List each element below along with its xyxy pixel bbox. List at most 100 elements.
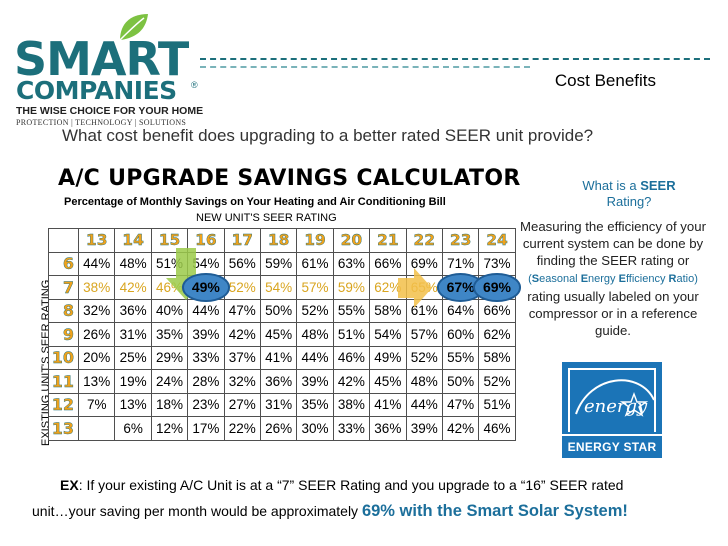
savings-cell: 64%	[441, 298, 480, 323]
savings-cell: 44%	[296, 345, 334, 370]
savings-cell: 58%	[369, 298, 407, 323]
column-header-seer: 14	[114, 228, 152, 253]
table-row: 10 20% 25% 29% 33% 37% 41% 44% 46% 49% 52% 55% 58%	[48, 345, 516, 370]
savings-cell: 58%	[478, 345, 516, 370]
savings-cell: 49%	[369, 345, 407, 370]
example-text: EX: If your existing A/C Unit is at a “7…	[32, 472, 712, 524]
column-header-seer: 13	[77, 228, 116, 253]
savings-cell: 59%	[259, 251, 298, 276]
energy-script: energy	[584, 396, 648, 417]
highlighted-savings: 49%	[182, 273, 230, 302]
savings-cell: 23%	[187, 392, 225, 417]
savings-table: 13 14 15 16 17 18 19 20 21 22 23 24 6 44% 48% 51% 54% 56%…	[48, 228, 521, 441]
savings-cell: 32%	[77, 298, 116, 323]
savings-cell: 60%	[441, 322, 480, 347]
table-row: 9 26% 31% 35% 39% 42% 45% 48% 51% 54% 57% 60% 62%	[48, 322, 516, 347]
header-divider	[200, 58, 710, 60]
savings-cell: 39%	[296, 369, 334, 394]
savings-cell: 36%	[259, 369, 298, 394]
savings-cell: 45%	[369, 369, 407, 394]
savings-cell: 46%	[478, 416, 516, 441]
column-header-seer: 19	[296, 228, 334, 253]
column-header-seer: 24	[478, 228, 516, 253]
savings-cell: 26%	[259, 416, 298, 441]
savings-cell: 33%	[332, 416, 371, 441]
table-row: 13 6% 12% 17% 22% 26% 30% 33% 36% 39% 42% 46%	[48, 416, 516, 441]
savings-cell: 44%	[405, 392, 443, 417]
savings-cell: 19%	[114, 369, 152, 394]
savings-cell: 52%	[478, 369, 516, 394]
savings-cell: 51%	[332, 322, 371, 347]
seer-question-seer: SEER	[640, 178, 676, 193]
seer-explanation-text-2: rating usually labeled on your compresso…	[527, 289, 699, 338]
savings-cell: 41%	[369, 392, 407, 417]
table-row: 12 7% 13% 18% 23% 27% 31% 35% 38% 41% 44% 47% 51%	[48, 392, 516, 417]
energy-star-logo: energy ENERGY STAR	[562, 362, 662, 458]
savings-cell: 33%	[187, 345, 225, 370]
logo-brand-bottom: COMPANIES	[16, 76, 177, 105]
savings-cell: 25%	[114, 345, 152, 370]
column-header-seer: 23	[441, 228, 480, 253]
savings-cell: 35%	[296, 392, 334, 417]
savings-cell	[77, 416, 116, 441]
savings-cell: 47%	[223, 298, 261, 323]
savings-cell: 38%	[332, 392, 371, 417]
savings-cell: 61%	[405, 298, 443, 323]
savings-cell: 51%	[478, 392, 516, 417]
column-header-seer: 21	[369, 228, 407, 253]
savings-cell: 69%	[473, 273, 521, 302]
leaf-icon	[119, 14, 148, 41]
savings-cell: 12%	[150, 416, 189, 441]
row-header-seer: 11	[48, 369, 79, 394]
energy-star-icon: energy	[575, 379, 655, 417]
smart-companies-logo: SMART COMPANIES ® THE WISE CHOICE FOR YO…	[8, 12, 208, 127]
savings-cell: 28%	[187, 369, 225, 394]
savings-cell: 27%	[223, 392, 261, 417]
savings-cell: 41%	[259, 345, 298, 370]
seer-explanation: Measuring the efficiency of your current…	[516, 218, 710, 339]
row-header-seer: 8	[48, 298, 79, 323]
table-header-row: 13 14 15 16 17 18 19 20 21 22 23 24	[48, 228, 516, 253]
savings-cell: 61%	[296, 251, 334, 276]
calculator-subtitle: Percentage of Monthly Savings on Your He…	[64, 196, 446, 208]
row-header-seer: 9	[48, 322, 79, 347]
logo-brand-top: SMART	[14, 32, 189, 86]
example-line-2: unit…your saving per month would be appr…	[32, 503, 362, 519]
savings-cell: 17%	[187, 416, 225, 441]
savings-cell: 32%	[223, 369, 261, 394]
table-corner	[48, 228, 79, 253]
seer-question-suffix: Rating?	[606, 194, 652, 209]
example-line-1: : If your existing A/C Unit is at a “7” …	[78, 477, 624, 493]
new-unit-axis-label: NEW UNIT'S SEER RATING	[196, 212, 337, 224]
savings-cell: 63%	[332, 251, 371, 276]
savings-cell: 50%	[259, 298, 298, 323]
savings-cell: 56%	[223, 251, 261, 276]
savings-cell: 42%	[114, 275, 152, 300]
savings-cell: 18%	[150, 392, 189, 417]
savings-cell: 48%	[296, 322, 334, 347]
savings-cell: 13%	[114, 392, 152, 417]
column-header-seer: 17	[223, 228, 261, 253]
savings-cell: 39%	[405, 416, 443, 441]
header-divider-secondary	[200, 66, 530, 68]
seer-acronym: (Seasonal Energy Efficiency Ratio)	[528, 273, 698, 285]
table-row: 6 44% 48% 51% 54% 56% 59% 61% 63% 66% 69% 71% 73%	[48, 251, 516, 276]
column-header-seer: 20	[332, 228, 371, 253]
row-header-seer: 10	[48, 345, 79, 370]
savings-cell: 46%	[332, 345, 371, 370]
savings-cell: 30%	[296, 416, 334, 441]
example-label: EX	[60, 477, 79, 493]
savings-cell: 24%	[150, 369, 189, 394]
row-header-seer: 6	[48, 251, 79, 276]
savings-cell: 36%	[369, 416, 407, 441]
savings-cell: 55%	[332, 298, 371, 323]
savings-cell: 49%	[182, 273, 230, 302]
savings-cell: 45%	[259, 322, 298, 347]
seer-explanation-text-1: Measuring the efficiency of your current…	[520, 219, 706, 268]
savings-cell: 57%	[296, 275, 334, 300]
savings-cell: 42%	[223, 322, 261, 347]
savings-cell: 31%	[114, 322, 152, 347]
savings-cell: 50%	[441, 369, 480, 394]
savings-cell: 13%	[77, 369, 116, 394]
savings-cell: 20%	[77, 345, 116, 370]
